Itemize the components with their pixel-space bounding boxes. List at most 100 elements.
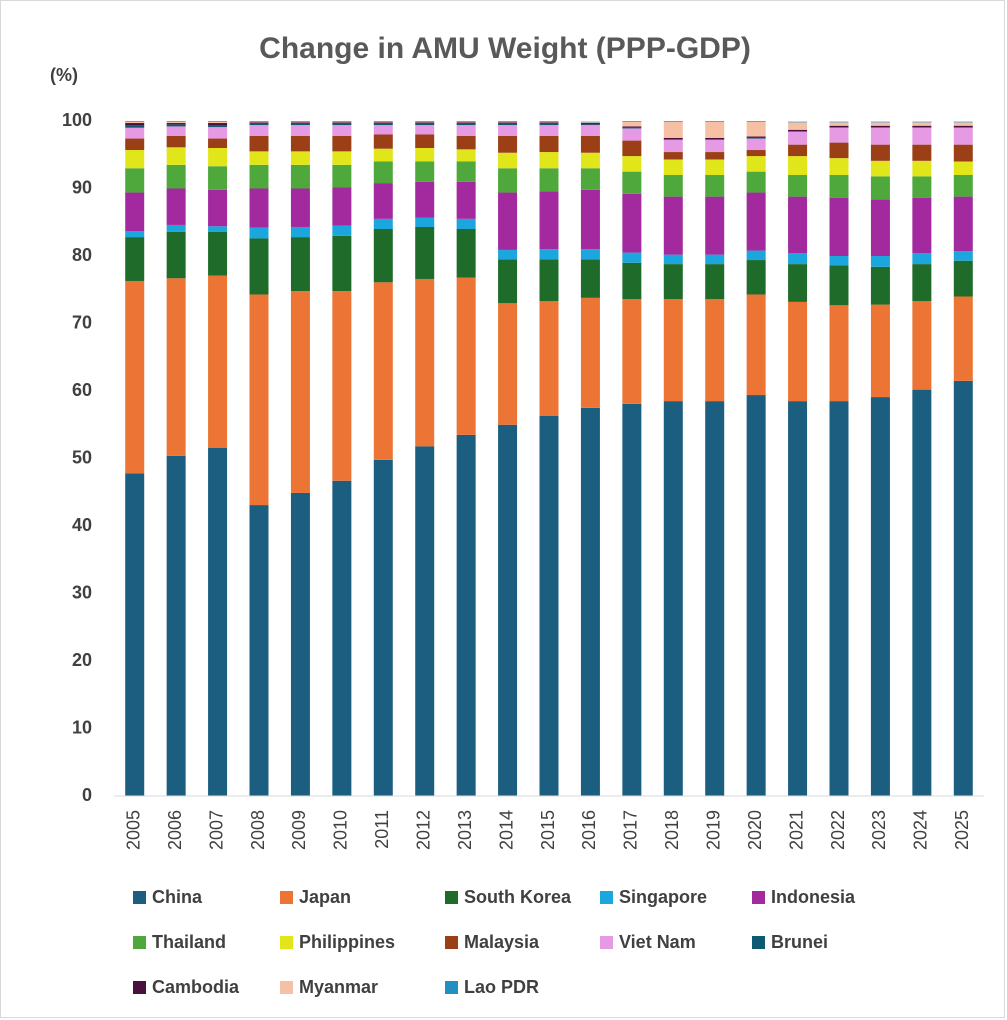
bar-segment — [539, 121, 559, 123]
bar-segment — [166, 164, 186, 189]
bar-segment — [580, 189, 600, 250]
bar-segment — [788, 122, 808, 130]
legend-label: Viet Nam — [619, 932, 696, 952]
x-tick-label: 2006 — [165, 810, 185, 850]
bar-segment — [125, 150, 145, 169]
legend-label: Cambodia — [152, 977, 240, 997]
bar-segment — [953, 380, 973, 796]
bar-segment — [870, 176, 890, 200]
bar-segment — [290, 121, 310, 123]
bar-segment — [788, 401, 808, 796]
legend-label: Malaysia — [464, 932, 540, 952]
x-tick-label: 2022 — [828, 810, 848, 850]
x-tick-label: 2013 — [455, 810, 475, 850]
bar-segment — [125, 123, 145, 126]
bar-segment — [539, 135, 559, 153]
bar-segment — [249, 125, 269, 136]
bar-segment — [125, 280, 145, 474]
bar-segment — [746, 156, 766, 172]
bar-segment — [498, 152, 518, 169]
bar-segment — [166, 231, 186, 279]
bar-segment — [456, 121, 476, 122]
bar-segment — [829, 158, 849, 175]
x-tick-label: 2017 — [621, 810, 641, 850]
legend-swatch — [752, 891, 765, 904]
legend-label: Brunei — [771, 932, 828, 952]
legend-swatch — [133, 936, 146, 949]
bar-segment — [870, 144, 890, 161]
legend-label: China — [152, 887, 203, 907]
bar-segment — [373, 122, 393, 124]
bar-segment — [870, 160, 890, 177]
bar-segment — [663, 139, 683, 140]
x-tick-label: 2009 — [289, 810, 309, 850]
legend-swatch — [600, 936, 613, 949]
bar-segment — [456, 123, 476, 126]
bar-segment — [746, 121, 766, 122]
legend-swatch — [445, 891, 458, 904]
bar-segment — [663, 137, 683, 140]
bar-segment — [953, 122, 973, 126]
bar-segment — [746, 192, 766, 251]
bar-segment — [953, 125, 973, 128]
bar-segment — [332, 480, 352, 796]
bar-segment — [622, 127, 642, 129]
bar-segment — [912, 121, 932, 123]
y-tick-label: 40 — [72, 515, 92, 535]
bar-segment — [166, 121, 186, 122]
legend-swatch — [445, 981, 458, 994]
legend-swatch — [600, 891, 613, 904]
bar-segment — [705, 196, 725, 255]
bar-segment — [290, 237, 310, 292]
bar-segment — [580, 135, 600, 153]
bar-segment — [125, 473, 145, 796]
bar-segment — [912, 301, 932, 390]
bar-segment — [746, 121, 766, 137]
bar-segment — [415, 217, 435, 227]
y-tick-label: 80 — [72, 245, 92, 265]
bar-segment — [125, 125, 145, 128]
bar-segment — [415, 123, 435, 126]
bar-segment — [705, 254, 725, 265]
bar-segment — [208, 123, 228, 126]
bar-segment — [249, 188, 269, 228]
bar-segment — [912, 253, 932, 265]
bar-segment — [208, 127, 228, 139]
bar-segment — [870, 256, 890, 267]
bar-segment — [746, 395, 766, 796]
bar-segment — [332, 291, 352, 481]
bar-segment — [870, 397, 890, 796]
bar-segment — [456, 122, 476, 124]
bar-segment — [539, 259, 559, 302]
bar-segment — [746, 137, 766, 139]
x-tick-label: 2005 — [123, 810, 143, 850]
bar-segment — [870, 121, 890, 123]
bar-segment — [332, 164, 352, 188]
bar-segment — [912, 144, 932, 161]
bar-segment — [622, 126, 642, 128]
x-tick-label: 2019 — [703, 810, 723, 850]
bar-segment — [580, 297, 600, 408]
bar-segment — [580, 249, 600, 260]
bar-segment — [373, 183, 393, 219]
bar-segment — [332, 125, 352, 136]
bar-segment — [953, 175, 973, 197]
bar-segment — [705, 121, 725, 122]
legend-label: Indonesia — [771, 887, 856, 907]
bar-segment — [829, 125, 849, 128]
bar-segment — [622, 156, 642, 172]
bar-segment — [166, 135, 186, 148]
bar-segment — [332, 123, 352, 126]
bar-segment — [746, 150, 766, 157]
bar-segment — [705, 139, 725, 153]
bar-segment — [705, 152, 725, 160]
bar-segment — [373, 125, 393, 135]
bar-segment — [415, 125, 435, 135]
bar-segment — [415, 226, 435, 279]
legend-swatch — [133, 981, 146, 994]
bar-segment — [498, 135, 518, 153]
bar-segment — [953, 127, 973, 128]
bar-segment — [912, 264, 932, 302]
bar-segment — [953, 296, 973, 381]
x-tick-label: 2021 — [786, 810, 806, 850]
